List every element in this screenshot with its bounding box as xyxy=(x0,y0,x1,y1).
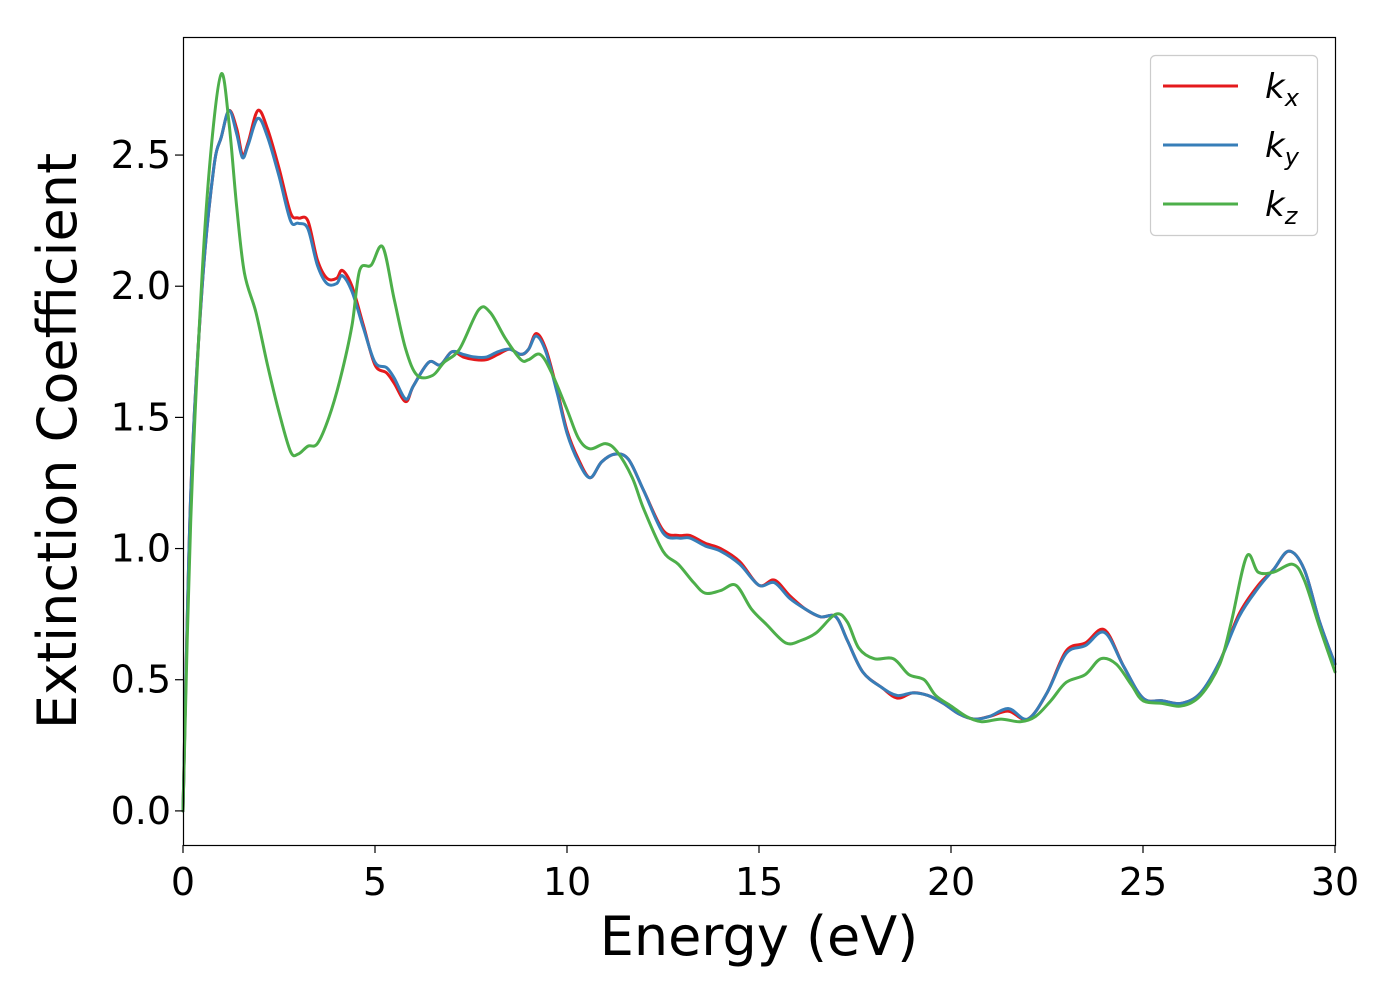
x-tick-label: 5 xyxy=(363,860,387,904)
x-axis-label: Energy (eV) xyxy=(600,905,919,968)
y-tick-label: 2.0 xyxy=(111,264,171,308)
y-axis-label: Extinction Coefficient xyxy=(26,153,89,729)
series-line-k-y xyxy=(181,108,1337,813)
x-tick-label: 15 xyxy=(735,860,783,904)
x-tick-label: 0 xyxy=(171,860,195,904)
y-tick-label: 0.0 xyxy=(111,789,171,833)
y-tick-label: 0.5 xyxy=(111,658,171,702)
legend-label-k-z: kz xyxy=(1265,185,1299,230)
legend: kx ky kz xyxy=(1149,54,1319,237)
legend-label-k-y: ky xyxy=(1265,126,1300,171)
y-tick-label: 1.5 xyxy=(111,395,171,439)
x-tick-label: 20 xyxy=(927,860,975,904)
y-axis-ticks: 0.0 0.5 1.0 1.5 2.0 2.5 xyxy=(111,133,183,833)
y-tick-label: 1.0 xyxy=(111,527,171,571)
legend-label-k-x: kx xyxy=(1265,67,1300,112)
y-tick-label: 2.5 xyxy=(111,133,171,177)
x-axis-ticks: 0 5 10 15 20 25 30 xyxy=(171,845,1359,904)
series-layer xyxy=(181,72,1337,813)
x-tick-label: 25 xyxy=(1119,860,1167,904)
x-tick-label: 10 xyxy=(543,860,591,904)
series-line-k-z xyxy=(181,72,1337,813)
x-tick-label: 30 xyxy=(1311,860,1359,904)
